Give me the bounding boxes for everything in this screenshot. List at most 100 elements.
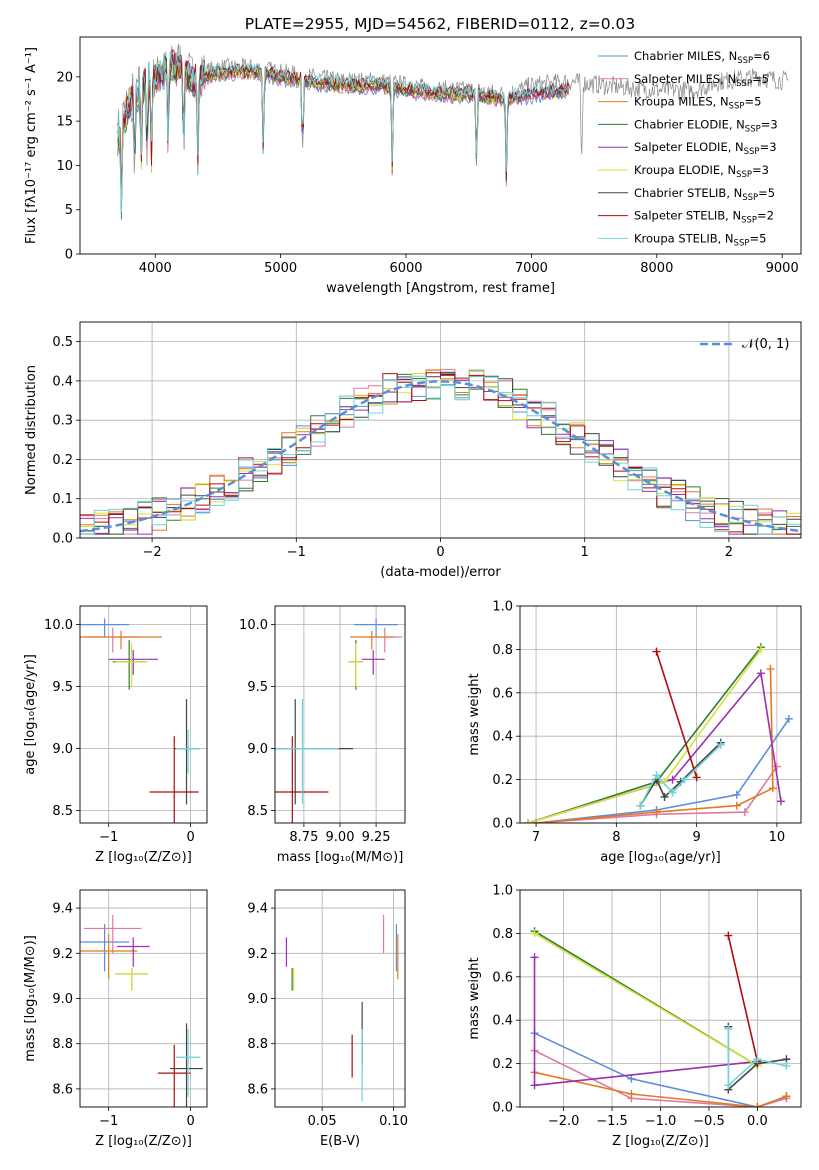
age_vs_mass-xtick-label-1: 9.00 (326, 830, 355, 845)
weight_vs_Z-line-kroupa_elodie (534, 932, 758, 1067)
weight_vs_Z-panel: −2.0 −1.5 −1.0 −0.5 0.0 0.0 0.2 0.4 0.6 0.8 1.0 Z [… (467, 884, 802, 1149)
age_vs_Z-frame (79, 605, 208, 824)
residuals-panel: −2 −1 0 1 2 0.0 0.1 0.2 0.3 0.4 0.5 (data-model)/er… (24, 321, 802, 580)
weight_vs_age-marker-salpeter_miles-3 (772, 762, 781, 771)
mass_vs_Z-panel: −1 0 8.6 8.8 9.0 9.2 9.4 Z [log₁₀(Z/Z⊙)] mass [l… (23, 889, 208, 1149)
mass_vs_Z-ytick-label-3: 9.2 (52, 947, 73, 962)
age_vs_mass-ytick-label-3: 10.0 (239, 618, 268, 633)
spectrum-xtick-label-4: 8000 (640, 261, 673, 276)
residuals-ytick-label-1: 0.1 (52, 492, 73, 507)
weight_vs_Z-marker-salpeter_elodie-1 (530, 1081, 539, 1090)
spectrum-xtick-label-0: 4000 (139, 261, 172, 276)
weight_vs_Z-xtick-label-3: −0.5 (693, 1114, 725, 1129)
legend-label-salpeter_miles: Salpeter MILES, NSSP=5 (634, 72, 769, 89)
mass_vs_Z-ytick-label-2: 9.0 (52, 992, 73, 1007)
mass_vs_Z-plot-area (80, 914, 203, 1107)
legend-label-chabrier_miles: Chabrier MILES, NSSP=6 (634, 49, 770, 66)
age_vs_Z-xtick-label-0: −1 (99, 830, 118, 845)
weight_vs_Z-marker-kroupa_miles-3 (782, 1092, 791, 1101)
age_vs_mass-xtick-label-2: 9.25 (362, 830, 391, 845)
weight_vs_age-xtick-label-2: 9 (692, 830, 700, 845)
weight_vs_age-marker-kroupa_miles-2 (732, 801, 741, 810)
age_vs_Z-ytick-label-2: 9.5 (52, 680, 73, 695)
weight_vs_Z-marker-kroupa_stelib-2 (753, 1055, 762, 1064)
weight_vs_Z-ytick-label-4: 0.8 (492, 927, 513, 942)
age_vs_mass-ytick-label-2: 9.5 (247, 680, 268, 695)
weight_vs_age-marker-kroupa_stelib-3 (680, 775, 689, 784)
weight_vs_Z-xtick-label-2: −1.0 (645, 1114, 677, 1129)
hist-kroupa_elodie (80, 370, 801, 535)
residuals-xtick-label-0: −2 (143, 545, 162, 560)
age_vs_Z-plot-area (80, 618, 201, 823)
weight_vs_age-ytick-label-1: 0.2 (492, 773, 513, 788)
age_vs_mass-ytick-label-1: 9.0 (247, 742, 268, 757)
weight_vs_Z-marker-kroupa_stelib-3 (782, 1061, 791, 1070)
model-kroupa_stelib (117, 50, 570, 213)
weight_vs_Z-xtick-label-1: −1.5 (596, 1114, 628, 1129)
mass_vs_ebv-xtick-label-1: 0.10 (379, 1114, 408, 1129)
weight_vs_Z-line-kroupa_stelib (727, 1028, 787, 1088)
weight_vs_Z-marker-kroupa_miles-2 (753, 1103, 762, 1107)
observed-spectrum (117, 43, 789, 207)
weight_vs_Z-ytick-label-2: 0.4 (492, 1014, 513, 1029)
legend-label-chabrier_elodie: Chabrier ELODIE, NSSP=3 (634, 117, 778, 134)
mass_vs_Z-xtick-label-0: −1 (99, 1114, 118, 1129)
spectrum-ylabel: Flux [fλ10⁻¹⁷ erg cm⁻² s⁻¹ A⁻¹] (24, 47, 39, 244)
weight_vs_age-marker-salpeter_miles-2 (740, 808, 749, 817)
residuals-xtick-label-1: −1 (287, 545, 306, 560)
weight_vs_age-marker-kroupa_stelib-4 (716, 740, 725, 749)
weight_vs_Z-ytick-label-0: 0.0 (492, 1101, 513, 1116)
gaussian-curve (80, 380, 801, 533)
spectrum-ytick-label-0: 0 (65, 248, 73, 263)
weight_vs_age-marker-kroupa_miles-1 (652, 808, 661, 817)
weight_vs_age-line-salpeter_elodie (527, 671, 782, 823)
weight_vs_Z-xlabel: Z [log₁₀(Z/Z⊙)] (612, 1134, 709, 1149)
weight_vs_age-marker-chabrier_miles-2 (732, 790, 741, 799)
hist-salpeter_stelib (80, 372, 801, 535)
weight_vs_age-line-chabrier_stelib (639, 742, 722, 807)
residuals-ytick-label-0: 0.0 (52, 532, 73, 547)
residuals-xtick-label-4: 2 (725, 545, 733, 560)
panels: 4000 5000 6000 7000 8000 900005101520waveleng… (23, 36, 802, 1149)
residuals-ytick-label-2: 0.2 (52, 453, 73, 468)
weight_vs_age-xtick-label-3: 10 (769, 830, 786, 845)
weight_vs_age-marker-salpeter_elodie-1 (668, 775, 677, 784)
legend-label-salpeter_elodie: Salpeter ELODIE, NSSP=3 (634, 140, 777, 157)
weight_vs_Z-marker-kroupa_stelib-1 (724, 1081, 733, 1090)
weight_vs_Z-xtick-label-4: 0.0 (747, 1114, 768, 1129)
weight_vs_age-marker-salpeter_stelib-0 (652, 647, 661, 656)
residuals-ytick-label-3: 0.3 (52, 414, 73, 429)
mass_vs_Z-xlabel: Z [log₁₀(Z/Z⊙)] (95, 1134, 192, 1149)
mass_vs_ebv-ytick-label-4: 9.4 (247, 902, 268, 917)
weight_vs_age-line-salpeter_stelib (655, 651, 698, 778)
weight_vs_age-marker-kroupa_stelib-0 (636, 801, 645, 810)
mass_vs_Z-ylabel: mass [log₁₀(M/M⊙)] (23, 935, 38, 1062)
weight_vs_age-line-kroupa_miles (536, 668, 774, 823)
weight_vs_age-ylabel: mass weight (467, 673, 482, 755)
residuals-ytick-label-4: 0.4 (52, 374, 73, 389)
weight_vs_age-ytick-label-3: 0.6 (492, 686, 513, 701)
weight_vs_Z-ytick-label-5: 1.0 (492, 884, 513, 899)
weight_vs_Z-ytick-label-1: 0.2 (492, 1057, 513, 1072)
spectrum-ytick-label-3: 15 (56, 115, 73, 130)
weight_vs_age-marker-kroupa_elodie-0 (524, 819, 533, 823)
residuals-ylabel: Normed distribution (24, 365, 39, 495)
spectrum-xlabel: wavelength [Angstrom, rest frame] (326, 281, 555, 296)
mass_vs_Z-ytick-label-1: 8.8 (52, 1037, 73, 1052)
weight_vs_Z-plot-area (530, 927, 791, 1107)
weight_vs_Z-marker-kroupa_miles-1 (627, 1089, 636, 1098)
weight_vs_Z-ytick-label-3: 0.6 (492, 970, 513, 985)
mass_vs_Z-xtick-label-1: 0 (186, 1114, 194, 1129)
weight_vs_Z-marker-chabrier_miles-1 (627, 1074, 636, 1083)
legend-label-kroupa_elodie: Kroupa ELODIE, NSSP=3 (634, 163, 769, 180)
age_vs_Z-ytick-label-1: 9.0 (52, 742, 73, 757)
spectrum-xtick-label-5: 9000 (766, 261, 799, 276)
hist-kroupa_stelib (80, 375, 801, 535)
mass_vs_ebv-plot-area (285, 914, 399, 1102)
residuals-xtick-label-2: 0 (436, 545, 444, 560)
weight_vs_age-marker-salpeter_elodie-3 (776, 797, 785, 806)
weight_vs_age-marker-kroupa_elodie-2 (756, 645, 765, 654)
weight_vs_Z-line-salpeter_miles (534, 1049, 787, 1107)
weight_vs_Z-line-kroupa_miles (534, 1071, 787, 1107)
